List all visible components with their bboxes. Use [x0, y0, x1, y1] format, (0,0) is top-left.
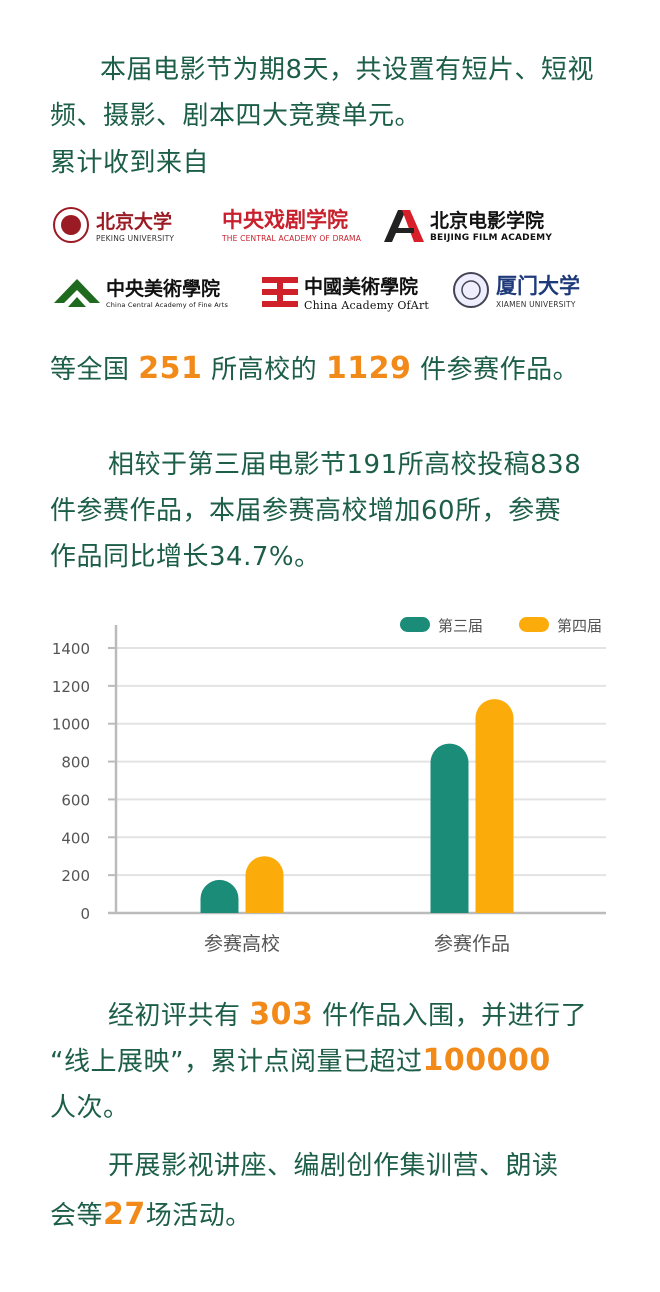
comparison-line-3: 作品同比增长34.7%。	[50, 542, 321, 572]
bar-4-1	[475, 699, 514, 913]
y-tick-label: 0	[80, 905, 90, 923]
bar-3-1	[430, 743, 469, 913]
works-count: 1129	[325, 351, 412, 386]
comparison-line-1: 相较于第三届电影节191所高校投稿838	[108, 450, 582, 480]
intro-line-2: 频、摄影、剧本四大竞赛单元。	[50, 101, 422, 131]
logo-central-academy-of-drama: 中央戏剧学院 THE CENTRAL ACADEMY OF DRAMA	[222, 207, 362, 243]
y-tick-label: 200	[61, 867, 90, 885]
bar-4-0	[245, 856, 284, 913]
shortlisted-count: 303	[249, 997, 314, 1032]
peking-university-emblem-icon	[53, 207, 89, 243]
logo-central-academy-of-fine-arts: 中央美術學院 China Central Academy of Fine Arts	[54, 274, 228, 309]
logo-xiamen-university: 厦门大学 XIAMEN UNIVERSITY	[452, 270, 580, 309]
category-label: 参赛高校	[204, 933, 280, 955]
legend-label: 第四届	[557, 617, 602, 635]
bar-chart: 0 200 400 600 800 1000 1200 1400 参赛高校 参赛作品 第三届 第四届	[52, 617, 606, 955]
y-tick-label: 1200	[52, 678, 90, 696]
logo-china-academy-of-art: 中國美術學院 China Academy OfArt	[262, 272, 429, 312]
intro-line-3: 累计收到来自	[50, 148, 210, 178]
bar-3-0	[200, 879, 239, 913]
shortlist-line-3: 人次。	[50, 1093, 130, 1123]
category-label: 参赛作品	[434, 933, 510, 955]
y-tick-label: 400	[61, 829, 90, 847]
y-tick-label: 800	[61, 754, 90, 772]
film-academy-emblem-icon	[384, 209, 424, 242]
intro-line-1: 本届电影节为期8天，共设置有短片、短视	[100, 55, 595, 85]
shortlist-line-1: 经初评共有 303 件作品入围，并进行了	[108, 997, 588, 1032]
legend-swatch	[519, 617, 549, 632]
y-tick-label: 1400	[52, 640, 90, 658]
logo-beijing-film-academy: 北京电影学院 BEIJING FILM ACADEMY	[380, 206, 552, 243]
events-line-1: 开展影视讲座、编剧创作集训营、朗读	[108, 1151, 559, 1181]
legend-swatch	[400, 617, 430, 632]
y-tick-label: 1000	[52, 716, 90, 734]
summary-line: 等全国 251 所高校的 1129 件参赛作品。	[50, 351, 580, 386]
events-line-2: 会等27场活动。	[50, 1197, 252, 1232]
schools-count: 251	[138, 351, 203, 386]
logo-peking-university: 北京大学 PEKING UNIVERSITY	[52, 206, 174, 244]
shortlist-line-2: “线上展映”，累计点阅量已超过100000	[50, 1043, 551, 1078]
views-count: 100000	[422, 1043, 551, 1078]
china-academy-of-art-emblem-icon	[262, 277, 298, 307]
comparison-line-2: 件参赛作品，本届参赛高校增加60所，参赛	[50, 496, 562, 526]
xiamen-university-emblem-icon	[453, 271, 489, 308]
legend-label: 第三届	[438, 617, 483, 635]
events-count: 27	[103, 1197, 146, 1232]
y-tick-label: 600	[61, 791, 90, 809]
fine-arts-emblem-icon	[54, 278, 100, 307]
